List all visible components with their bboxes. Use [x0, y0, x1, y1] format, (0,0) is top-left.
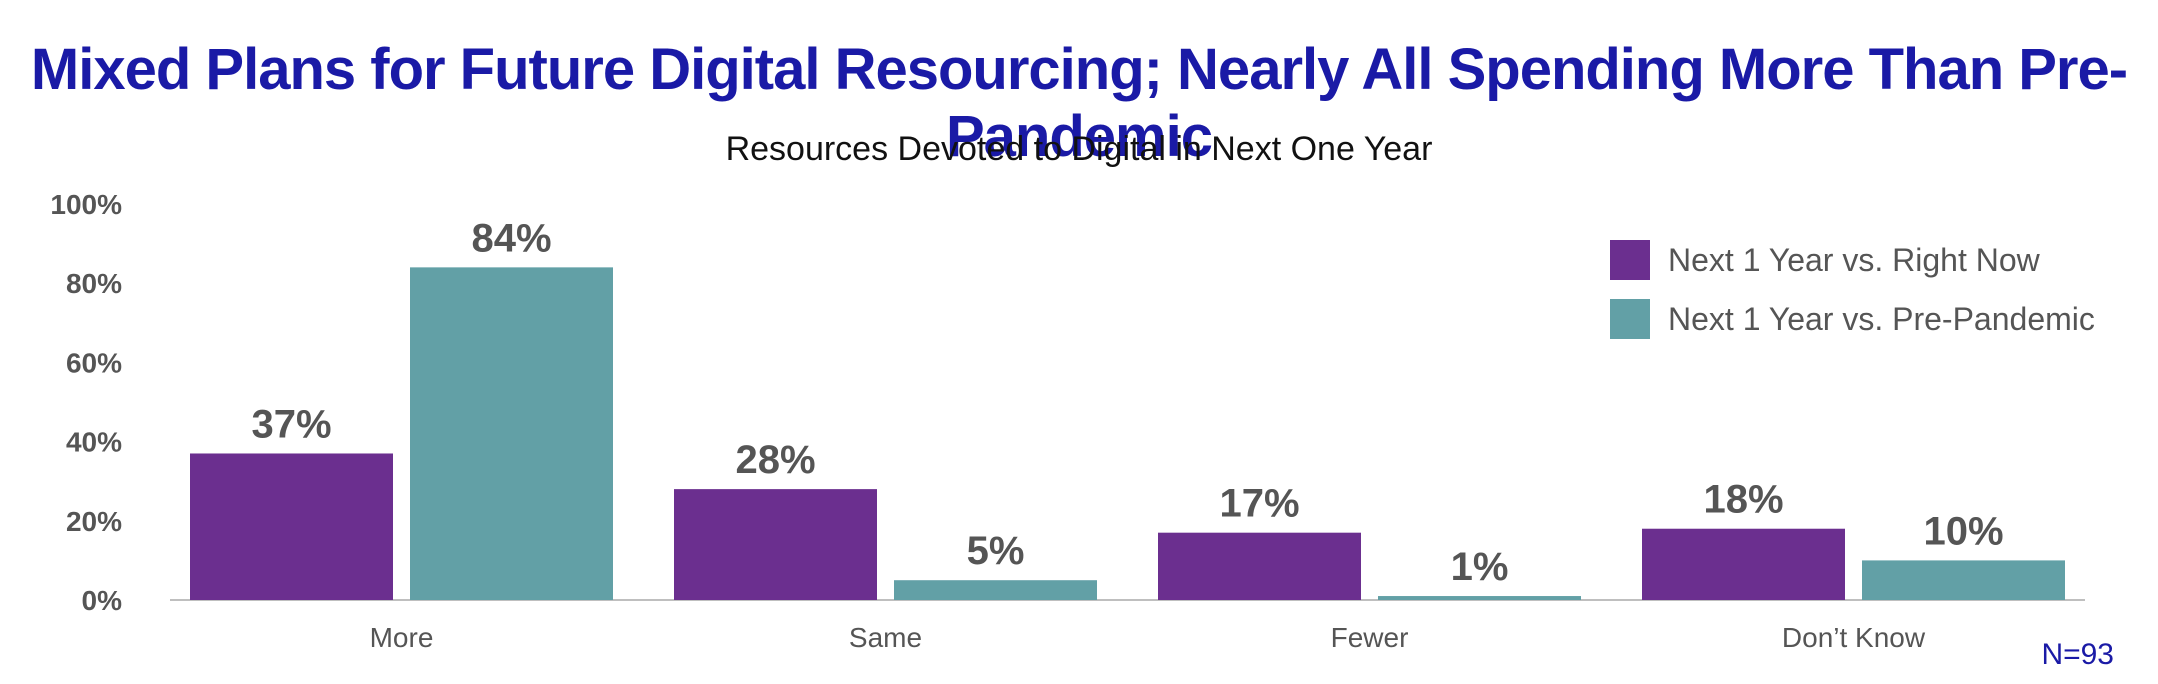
x-category-label: Same [849, 622, 922, 653]
y-tick-label: 60% [66, 347, 122, 378]
y-tick-label: 0% [82, 585, 123, 616]
y-tick-label: 20% [66, 506, 122, 537]
legend-swatch [1610, 240, 1650, 280]
x-category-label: More [370, 622, 434, 653]
bar-value-label: 18% [1703, 478, 1783, 522]
bar-value-label: 37% [251, 402, 331, 446]
y-tick-label: 100% [50, 189, 122, 220]
x-category-label: Don’t Know [1782, 622, 1926, 653]
chart-subtitle: Resources Devoted to Digital in Next One… [725, 130, 1433, 168]
bar-value-label: 5% [967, 529, 1025, 573]
bar [1642, 528, 1845, 600]
y-tick-label: 40% [66, 427, 122, 458]
bar-value-label: 28% [735, 438, 815, 482]
x-category-label: Fewer [1331, 622, 1409, 653]
bar [894, 580, 1097, 600]
bar [1862, 560, 2065, 600]
bar [674, 489, 877, 600]
y-tick-label: 80% [66, 268, 122, 299]
bar [1378, 596, 1581, 600]
bar [1158, 532, 1361, 600]
bar-value-label: 10% [1923, 509, 2003, 553]
sample-size-note: N=93 [2041, 638, 2114, 671]
bar-value-label: 84% [471, 216, 551, 260]
legend-swatch [1610, 299, 1650, 339]
bar-value-label: 17% [1219, 482, 1299, 526]
chart-title: Mixed Plans for Future Digital Resourcin… [30, 37, 2128, 169]
legend-label: Next 1 Year vs. Pre-Pandemic [1668, 301, 2095, 337]
legend-label: Next 1 Year vs. Right Now [1668, 242, 2041, 278]
bar [190, 453, 393, 600]
bar [410, 267, 613, 600]
bar-value-label: 1% [1451, 545, 1509, 589]
